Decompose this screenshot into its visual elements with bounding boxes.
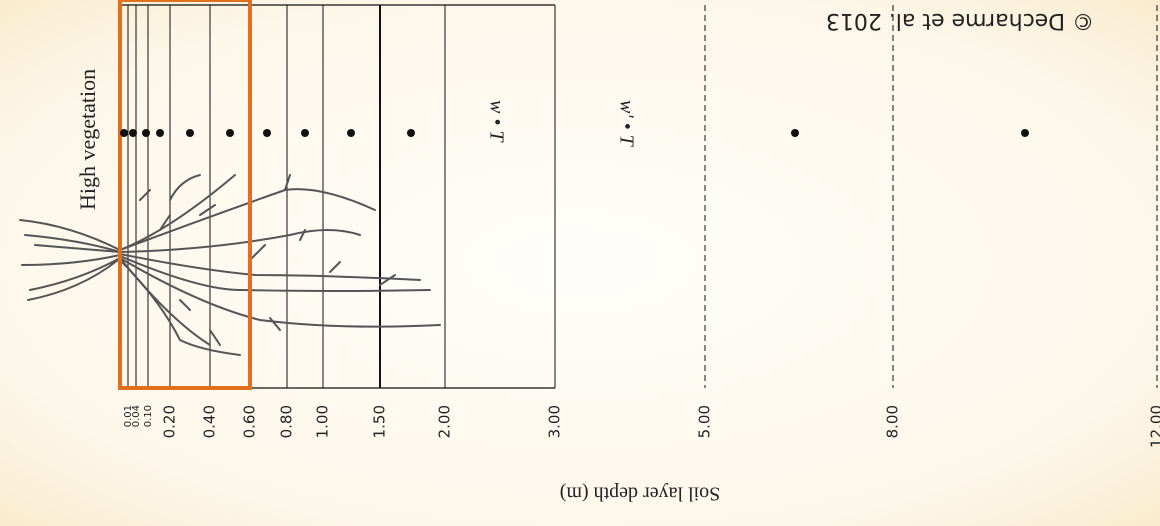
depth-label: 0.04 xyxy=(131,405,142,427)
node xyxy=(186,129,194,137)
node xyxy=(156,129,164,137)
credit: © Decharme et al. 2013 xyxy=(826,8,1094,33)
node xyxy=(791,129,799,137)
background xyxy=(0,0,1160,526)
node xyxy=(142,129,150,137)
depth-label: 0.80 xyxy=(278,405,296,438)
axis-label: Soil layer depth (m) xyxy=(560,482,721,504)
node xyxy=(347,129,355,137)
figure: 0.010.040.100.200.400.600.801.001.502.00… xyxy=(0,0,1160,526)
title: High vegetation xyxy=(75,69,100,210)
depth-label: 0.20 xyxy=(161,405,179,438)
node xyxy=(407,129,415,137)
node xyxy=(263,129,271,137)
depth-label: 8.00 xyxy=(884,405,902,438)
node xyxy=(1021,129,1029,137)
depth-label: 2.00 xyxy=(436,405,454,438)
depth-label: 0.60 xyxy=(241,405,259,438)
annotation: w • T xyxy=(485,100,507,143)
annotation: w' • T xyxy=(615,100,637,148)
node xyxy=(129,129,137,137)
depth-label: 0.40 xyxy=(201,405,219,438)
page: 0.010.040.100.200.400.600.801.001.502.00… xyxy=(0,0,1160,526)
depth-label: 1.00 xyxy=(314,405,332,438)
depth-label: 12.00 xyxy=(1148,405,1160,448)
node xyxy=(226,129,234,137)
depth-label: 1.50 xyxy=(371,405,389,438)
depth-label: 5.00 xyxy=(696,405,714,438)
node xyxy=(120,129,128,137)
node xyxy=(301,129,309,137)
depth-label: 0.10 xyxy=(143,405,154,427)
depth-label: 3.00 xyxy=(546,405,564,438)
